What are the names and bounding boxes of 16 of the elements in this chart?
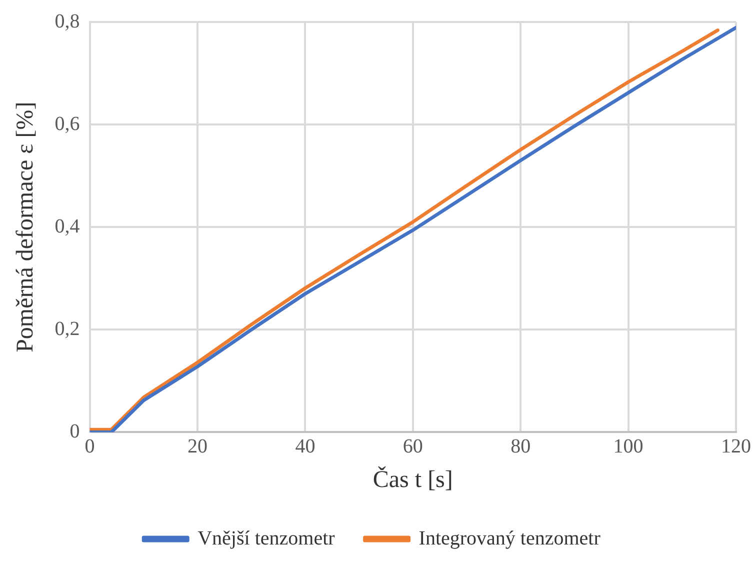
x-tick-label: 120 (721, 435, 751, 458)
x-tick-label: 20 (188, 435, 208, 458)
y-tick-label: 0,6 (54, 112, 80, 135)
y-tick-label: 0,8 (54, 10, 80, 32)
x-tick-label: 80 (510, 435, 531, 458)
legend-label: Integrovaný tenzometr (418, 527, 601, 550)
y-tick-label: 0,2 (54, 318, 80, 340)
x-tick-label: 100 (613, 435, 644, 458)
x-tick-label: 0 (84, 435, 95, 458)
y-tick-label: 0 (70, 420, 80, 442)
x-tick-label: 40 (295, 435, 316, 458)
y-axis-title: Poměrná deformace ε [%] (12, 102, 39, 352)
x-tick-label: 60 (402, 435, 423, 458)
x-axis-title: Čas t [s] (372, 466, 453, 493)
legend-label: Vnější tenzometr (198, 527, 336, 550)
y-tick-label: 0,4 (54, 215, 80, 238)
